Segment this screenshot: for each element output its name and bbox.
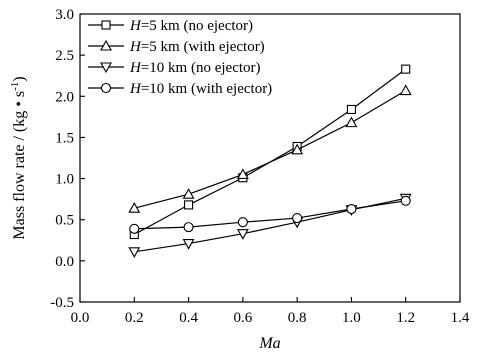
data-point-circle xyxy=(237,217,248,228)
y-tick-label: 3.0 xyxy=(55,7,74,23)
legend-text-rest: =5 km (with ejector) xyxy=(141,39,265,55)
data-point-triangle-up xyxy=(128,202,141,213)
legend-label: H=10 km (with ejector) xyxy=(129,81,272,97)
data-point-triangle-up xyxy=(182,188,195,199)
data-point-circle xyxy=(400,195,411,206)
y-tick-label: 1.5 xyxy=(55,130,74,146)
x-tick-label: 0.0 xyxy=(71,310,90,326)
legend-variable: H xyxy=(129,60,142,76)
series-3 xyxy=(128,193,412,258)
data-point-triangle-up xyxy=(291,143,304,155)
data-point-circle xyxy=(346,203,357,215)
data-point-triangle-down xyxy=(128,247,141,258)
legend-text-rest: =10 km (with ejector) xyxy=(141,81,272,97)
x-tick-label: 0.2 xyxy=(125,310,144,326)
plot-frame xyxy=(79,13,461,303)
data-point-triangle-up xyxy=(399,84,412,96)
data-point-square xyxy=(401,64,411,74)
series-4 xyxy=(129,195,411,234)
data-point-triangle-down xyxy=(182,239,195,250)
legend-entry-4: H=10 km (with ejector) xyxy=(88,81,272,97)
x-axis-label: Ma xyxy=(258,335,280,352)
data-point-circle xyxy=(183,222,194,233)
y-tick-label: 2.0 xyxy=(55,89,74,105)
series-layer xyxy=(128,64,412,258)
x-tick-label: 0.8 xyxy=(288,310,307,326)
legend-label: H=10 km (no ejector) xyxy=(129,60,261,76)
data-point-circle xyxy=(292,213,303,224)
axis-labels: Ma Mass flow rate / (kg • s-1) xyxy=(9,76,281,352)
x-tick-label: 0.4 xyxy=(179,310,198,326)
series-line xyxy=(134,200,406,230)
legend-label: H=5 km (with ejector) xyxy=(129,39,265,55)
data-point-triangle-up xyxy=(236,168,249,180)
series-line xyxy=(134,90,407,209)
x-tick-label: 1.2 xyxy=(396,310,415,326)
legend-entry-1: H=5 km (no ejector) xyxy=(88,18,253,34)
data-point-circle xyxy=(129,223,140,234)
legend-entry-3: H=10 km (no ejector) xyxy=(88,60,261,76)
y-tick-label: 0.0 xyxy=(55,254,74,270)
series-line xyxy=(134,197,406,253)
legend-variable: H xyxy=(129,81,142,97)
data-point-triangle-down xyxy=(100,62,112,74)
y-tick-label: 0.5 xyxy=(55,213,74,229)
x-tick-label: 1.4 xyxy=(451,310,470,326)
x-tick-label: 1.0 xyxy=(342,310,361,326)
y-tick-label: 2.5 xyxy=(55,48,74,64)
legend-label: H=5 km (no ejector) xyxy=(129,18,253,34)
x-tick-label: 0.6 xyxy=(233,310,252,326)
data-point-triangle-down xyxy=(236,229,249,240)
y-tick-label: -0.5 xyxy=(50,295,74,311)
data-point-circle xyxy=(100,82,112,94)
legend-variable: H xyxy=(129,18,142,34)
data-point-triangle-up xyxy=(345,116,358,128)
plot-axes: 0.0 0.2 0.4 0.6 0.8 1.0 1.2 1.4-0.50.00.51.01.5… xyxy=(50,7,470,326)
data-point-square xyxy=(184,200,194,210)
legend-text-rest: =10 km (no ejector) xyxy=(141,60,261,76)
legend-variable: H xyxy=(129,39,142,55)
y-axis-label-tail: ) xyxy=(11,76,28,81)
data-point-square xyxy=(101,20,111,30)
legend-text-rest: =5 km (no ejector) xyxy=(141,18,253,34)
legend-entry-2: H=5 km (with ejector) xyxy=(88,39,265,55)
y-axis-label-superscript: -1 xyxy=(9,82,21,91)
data-point-square xyxy=(346,104,356,115)
series-2 xyxy=(128,84,412,213)
y-axis-label: Mass flow rate / (kg • s-1) xyxy=(9,76,28,239)
y-axis-label-main: Mass flow rate / (kg • s xyxy=(11,91,28,240)
legend: H=5 km (no ejector)H=5 km (with ejector)… xyxy=(88,18,272,97)
data-point-triangle-up xyxy=(100,39,112,51)
y-tick-label: 1.0 xyxy=(55,172,74,188)
